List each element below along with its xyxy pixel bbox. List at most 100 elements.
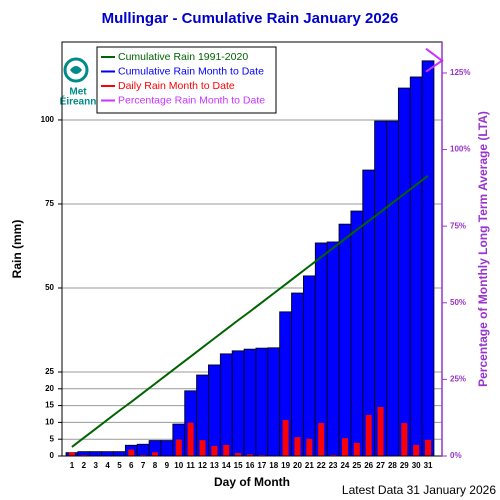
y2-axis-label: Percentage of Monthly Long Term Average … bbox=[476, 111, 490, 387]
x-tick-label: 16 bbox=[246, 461, 255, 470]
bar bbox=[350, 210, 364, 457]
y2-tick-label: 0% bbox=[450, 451, 462, 460]
bar bbox=[421, 60, 435, 457]
x-tick-label: 28 bbox=[388, 461, 397, 470]
y2-tick-label: 100% bbox=[450, 145, 470, 154]
y-tick-label: 50 bbox=[45, 283, 54, 292]
bar bbox=[267, 347, 281, 457]
x-tick-label: 31 bbox=[424, 461, 433, 470]
x-tick-label: 23 bbox=[329, 461, 338, 470]
x-tick-label: 8 bbox=[153, 461, 158, 470]
y2-tick-label: 125% bbox=[450, 68, 470, 77]
bar bbox=[326, 241, 340, 457]
daily-bar bbox=[68, 452, 75, 456]
x-tick-label: 13 bbox=[210, 461, 219, 470]
x-tick-label: 1 bbox=[70, 461, 75, 470]
daily-bar bbox=[413, 444, 420, 456]
x-tick-label: 27 bbox=[376, 461, 385, 470]
bar bbox=[397, 87, 411, 457]
daily-bar bbox=[306, 438, 313, 456]
daily-bar bbox=[353, 442, 360, 456]
x-tick-label: 6 bbox=[129, 461, 134, 470]
y-tick-label: 15 bbox=[45, 401, 54, 410]
logo-swirl bbox=[70, 66, 82, 74]
bar bbox=[219, 353, 233, 457]
x-tick-label: 24 bbox=[340, 461, 349, 470]
y-tick-label: 5 bbox=[50, 434, 55, 443]
bar bbox=[409, 76, 423, 457]
bar bbox=[362, 169, 376, 457]
daily-bar bbox=[199, 440, 206, 456]
legend-label: Daily Rain Month to Date bbox=[118, 80, 235, 92]
daily-bar bbox=[223, 444, 230, 456]
x-tick-label: 4 bbox=[105, 461, 110, 470]
x-tick-label: 21 bbox=[305, 461, 314, 470]
bar bbox=[374, 120, 387, 457]
bar bbox=[160, 440, 174, 457]
daily-bar bbox=[377, 406, 384, 456]
chart-title: Mullingar - Cumulative Rain January 2026 bbox=[102, 10, 399, 27]
y-tick-label: 20 bbox=[45, 384, 54, 393]
x-tick-label: 22 bbox=[317, 461, 326, 470]
x-tick-label: 17 bbox=[257, 461, 266, 470]
x-tick-label: 9 bbox=[165, 461, 170, 470]
daily-bar bbox=[330, 454, 337, 456]
x-tick-label: 26 bbox=[364, 461, 373, 470]
x-tick-label: 20 bbox=[293, 461, 302, 470]
daily-bar bbox=[80, 454, 87, 456]
daily-bar bbox=[175, 439, 182, 456]
logo-text: Éireann bbox=[60, 95, 97, 108]
logo-text: Met bbox=[69, 87, 87, 98]
logo-swirl bbox=[63, 57, 89, 83]
y2-tick-label: 75% bbox=[450, 221, 466, 230]
daily-bar bbox=[282, 420, 289, 456]
x-tick-label: 3 bbox=[93, 461, 98, 470]
x-tick-label: 29 bbox=[400, 461, 409, 470]
bar bbox=[113, 451, 126, 457]
bar bbox=[338, 223, 352, 457]
y-tick-label: 10 bbox=[45, 418, 54, 427]
x-tick-label: 18 bbox=[269, 461, 278, 470]
bar bbox=[291, 292, 304, 457]
legend-label: Percentage Rain Month to Date bbox=[118, 94, 265, 106]
legend-label: Cumulative Rain 1991-2020 bbox=[118, 51, 248, 63]
x-tick-label: 19 bbox=[281, 461, 290, 470]
daily-bar bbox=[235, 452, 242, 456]
lta-line bbox=[71, 174, 429, 448]
x-tick-label: 30 bbox=[412, 461, 421, 470]
y-tick-label: 0 bbox=[50, 451, 55, 460]
bar bbox=[136, 443, 150, 457]
x-axis-label: Day of Month bbox=[214, 475, 290, 489]
y-tick-label: 100 bbox=[41, 115, 55, 124]
x-tick-label: 2 bbox=[82, 461, 87, 470]
y2-tick-label: 25% bbox=[450, 374, 466, 383]
legend-box bbox=[96, 46, 277, 114]
x-tick-label: 15 bbox=[234, 461, 243, 470]
daily-bar bbox=[425, 439, 432, 456]
daily-bar bbox=[140, 454, 147, 456]
daily-bar bbox=[128, 449, 135, 456]
y-tick-label: 75 bbox=[45, 199, 54, 208]
daily-bar bbox=[294, 437, 301, 456]
daily-bar bbox=[258, 454, 265, 456]
legend-label: Cumulative Rain Month to Date bbox=[118, 65, 264, 77]
daily-bar bbox=[211, 445, 218, 456]
x-tick-label: 7 bbox=[141, 461, 146, 470]
x-tick-label: 14 bbox=[222, 461, 231, 470]
bar bbox=[101, 451, 114, 457]
x-tick-label: 5 bbox=[117, 461, 122, 470]
y-tick-label: 25 bbox=[45, 367, 54, 376]
bar bbox=[231, 350, 245, 457]
footer: Latest Data 31 January 2026 bbox=[342, 483, 496, 497]
bar bbox=[243, 348, 257, 457]
x-tick-label: 12 bbox=[198, 461, 207, 470]
bar bbox=[89, 451, 103, 457]
daily-bar bbox=[341, 438, 348, 456]
daily-bar bbox=[365, 415, 372, 456]
logo: Met Éireann bbox=[60, 57, 97, 108]
daily-bar bbox=[152, 452, 159, 456]
daily-bar bbox=[318, 423, 325, 456]
bar bbox=[302, 275, 316, 457]
bar bbox=[386, 120, 399, 457]
